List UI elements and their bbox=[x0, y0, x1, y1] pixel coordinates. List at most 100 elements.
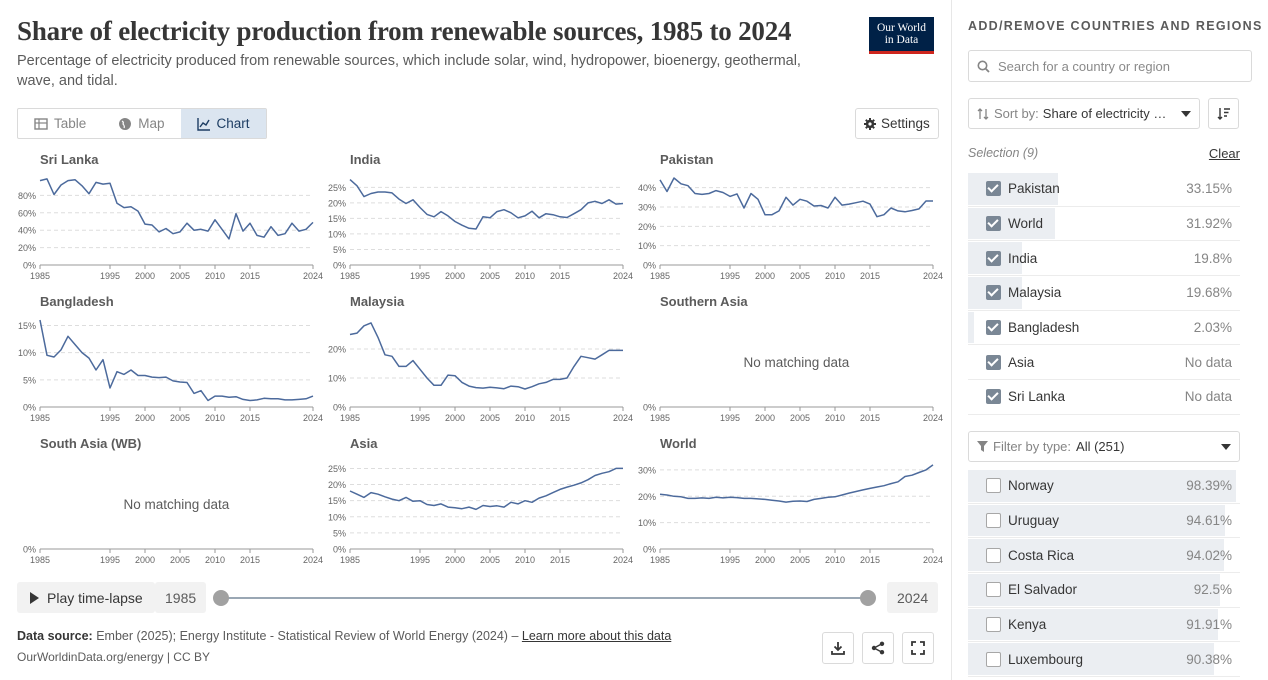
y-tick-label: 0% bbox=[333, 545, 346, 555]
share-button[interactable] bbox=[862, 632, 894, 664]
fullscreen-button[interactable] bbox=[902, 632, 934, 664]
value-bar bbox=[968, 539, 1224, 572]
view-tabs: Table Map Chart bbox=[17, 108, 267, 139]
x-tick-label: 1995 bbox=[720, 555, 740, 565]
entity-value: 90.38% bbox=[1186, 651, 1232, 667]
list-item[interactable]: Norway 98.39% bbox=[968, 469, 1240, 504]
y-tick-label: 0% bbox=[23, 403, 36, 413]
x-tick-label: 2015 bbox=[860, 413, 880, 423]
tab-chart[interactable]: Chart bbox=[180, 109, 266, 138]
charts-svg: 0% 20% 40% 60% 80% 1985 1995 2000 2005 2010 2015 20… bbox=[18, 177, 943, 565]
x-tick-label: 1985 bbox=[650, 555, 670, 565]
x-tick-label: 2024 bbox=[303, 271, 323, 281]
list-item[interactable]: Bangladesh 2.03% bbox=[968, 311, 1240, 346]
search-input[interactable]: Search for a country or region bbox=[968, 50, 1252, 82]
x-tick-label: 2024 bbox=[923, 271, 943, 281]
entity-value: 19.68% bbox=[1186, 285, 1232, 301]
filter-type-dropdown[interactable]: Filter by type: All (251) bbox=[968, 431, 1240, 462]
checkbox[interactable] bbox=[986, 250, 1001, 266]
data-source: Data source: Ember (2025); Energy Instit… bbox=[17, 629, 671, 643]
entity-name: Asia bbox=[1008, 354, 1035, 370]
list-item[interactable]: Pakistan 33.15% bbox=[968, 172, 1240, 207]
series-line bbox=[349, 179, 624, 230]
list-item[interactable]: India 19.8% bbox=[968, 241, 1240, 277]
checkbox[interactable] bbox=[986, 617, 1001, 633]
no-data-message: No matching data bbox=[123, 497, 230, 512]
clear-selection-button[interactable]: Clear bbox=[1208, 146, 1240, 161]
download-button[interactable] bbox=[822, 632, 854, 664]
settings-label: Settings bbox=[881, 116, 930, 131]
list-item[interactable]: Costa Rica 94.02% bbox=[968, 538, 1240, 574]
y-tick-label: 30% bbox=[638, 203, 656, 213]
y-tick-label: 15% bbox=[328, 496, 346, 506]
entity-name: Costa Rica bbox=[1008, 547, 1075, 563]
x-tick-label: 2010 bbox=[825, 271, 845, 281]
checkbox[interactable] bbox=[986, 582, 1001, 598]
checkbox[interactable] bbox=[986, 389, 1001, 405]
play-timelapse-button[interactable]: Play time-lapse bbox=[17, 582, 155, 613]
timeline-track[interactable] bbox=[221, 597, 868, 599]
play-icon bbox=[30, 591, 39, 604]
x-tick-label: 1985 bbox=[340, 413, 360, 423]
timeline-end-handle[interactable] bbox=[860, 590, 876, 606]
x-tick-label: 2000 bbox=[755, 271, 775, 281]
series-line bbox=[659, 177, 933, 218]
list-item[interactable]: Luxembourg 90.38% bbox=[968, 642, 1240, 678]
value-bar bbox=[968, 504, 1226, 537]
y-tick-label: 20% bbox=[328, 345, 346, 355]
filter-label: Filter by type: bbox=[993, 439, 1072, 454]
panel-title: World bbox=[660, 436, 697, 451]
tab-table[interactable]: Table bbox=[18, 109, 102, 138]
x-tick-label: 2010 bbox=[205, 271, 225, 281]
entity-name: Luxembourg bbox=[1008, 651, 1084, 667]
checkbox[interactable] bbox=[986, 216, 1001, 232]
list-item[interactable]: World 31.92% bbox=[968, 207, 1240, 242]
x-tick-label: 2000 bbox=[755, 555, 775, 565]
entity-name: Uruguay bbox=[1008, 513, 1060, 529]
x-tick-label: 2010 bbox=[825, 413, 845, 423]
entity-value: 33.15% bbox=[1186, 181, 1232, 197]
owid-logo[interactable]: Our World in Data bbox=[869, 17, 934, 54]
checkbox[interactable] bbox=[986, 285, 1001, 301]
list-item[interactable]: Malaysia 19.68% bbox=[968, 276, 1240, 311]
x-tick-label: 2005 bbox=[790, 555, 810, 565]
panel-title: South Asia (WB) bbox=[40, 436, 142, 451]
tab-map[interactable]: Map bbox=[102, 109, 180, 138]
main-panel: Share of electricity production from ren… bbox=[17, 16, 943, 664]
timeline-start-handle[interactable] bbox=[213, 590, 229, 606]
checkbox[interactable] bbox=[986, 320, 1001, 336]
settings-button[interactable]: Settings bbox=[855, 108, 939, 139]
x-tick-label: 1985 bbox=[340, 271, 360, 281]
series-line bbox=[349, 322, 623, 390]
checkbox[interactable] bbox=[986, 547, 1001, 563]
y-tick-label: 0% bbox=[643, 545, 656, 555]
value-bar bbox=[968, 311, 974, 344]
checkbox[interactable] bbox=[986, 181, 1001, 197]
list-item[interactable]: Uruguay 94.61% bbox=[968, 504, 1240, 539]
checkbox[interactable] bbox=[986, 354, 1001, 370]
entity-value: 19.8% bbox=[1193, 250, 1232, 266]
checkbox[interactable] bbox=[986, 651, 1001, 667]
sort-dropdown[interactable]: Sort by: Share of electricity generation… bbox=[968, 98, 1200, 129]
y-tick-label: 5% bbox=[333, 245, 346, 255]
x-tick-label: 1985 bbox=[30, 413, 50, 423]
x-tick-label: 2005 bbox=[480, 555, 500, 565]
panel-title: Malaysia bbox=[350, 294, 405, 309]
list-item[interactable]: Kenya 91.91% bbox=[968, 608, 1240, 643]
end-year: 2024 bbox=[897, 589, 929, 606]
x-tick-label: 1995 bbox=[720, 271, 740, 281]
entity-sidebar: ADD/REMOVE COUNTRIES AND REGIONS Search … bbox=[951, 0, 1268, 680]
list-item[interactable]: El Salvador 92.5% bbox=[968, 573, 1240, 608]
learn-more-link[interactable]: Learn more about this data bbox=[521, 629, 672, 643]
source-text: Ember (2025); Energy Institute - Statist… bbox=[96, 629, 519, 643]
sort-direction-button[interactable] bbox=[1208, 98, 1239, 129]
panel-title: Southern Asia bbox=[660, 294, 748, 309]
checkbox[interactable] bbox=[986, 513, 1001, 529]
x-tick-label: 2000 bbox=[135, 555, 155, 565]
entity-value: 31.92% bbox=[1186, 216, 1232, 232]
list-item[interactable]: Sri Lanka No data bbox=[968, 380, 1240, 415]
checkbox[interactable] bbox=[986, 478, 1001, 494]
list-item[interactable]: Asia No data bbox=[968, 345, 1240, 381]
sidebar-heading: ADD/REMOVE COUNTRIES AND REGIONS bbox=[968, 19, 1263, 33]
entity-value: 94.02% bbox=[1186, 547, 1232, 563]
